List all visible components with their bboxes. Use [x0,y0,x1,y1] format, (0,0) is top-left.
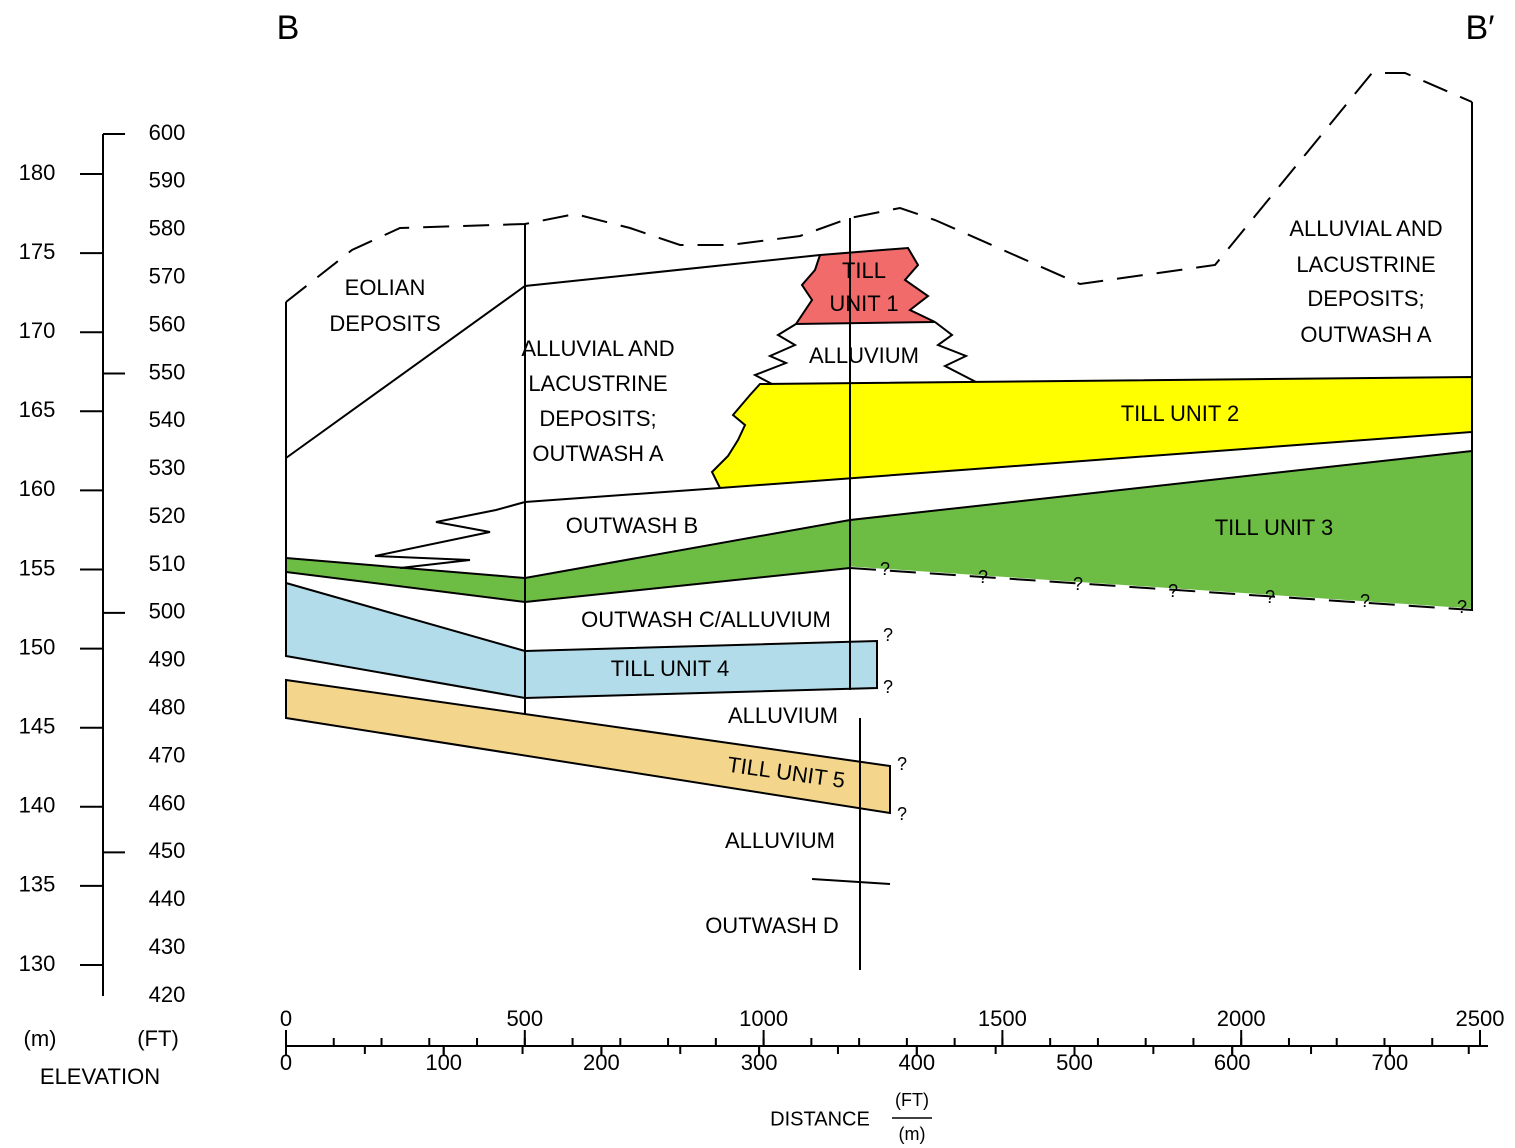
feet-tick-label: 580 [149,216,186,241]
distance-feet-label: 1500 [978,1006,1027,1031]
feet-tick-label: 420 [149,982,186,1007]
unit-label: DEPOSITS; [1307,286,1424,311]
elevation-title: ELEVATION [40,1064,160,1089]
query-mark: ? [1457,597,1467,617]
alluvium-right-contact [935,322,976,382]
distance-unit: (m) [899,1124,926,1144]
elevation-unit: (m) [24,1026,57,1051]
unit-label: DEPOSITS; [539,406,656,431]
meters-tick-label: 160 [19,476,56,501]
query-mark: ? [1265,587,1275,607]
unit-label: TILL UNIT 4 [611,656,730,681]
unit-label: LACUSTRINE [1296,252,1435,277]
meters-tick-label: 165 [19,397,56,422]
distance-unit: (FT) [895,1090,929,1110]
query-mark: ? [880,559,890,579]
meters-tick-label: 130 [19,951,56,976]
query-mark: ? [897,804,907,824]
section-end-right: B′ [1465,9,1494,47]
alluvium-left-contact [755,324,796,384]
unit-label: UNIT 1 [829,291,898,316]
feet-tick-label: 490 [149,647,186,672]
unit-label: ALLUVIUM [728,703,838,728]
query-mark: ? [883,677,893,697]
unit-label: EOLIAN [345,275,426,300]
distance-feet-label: 2500 [1456,1006,1505,1031]
feet-tick-label: 450 [149,838,186,863]
meters-tick-label: 150 [19,634,56,659]
meters-tick-label: 140 [19,793,56,818]
unit-label: LACUSTRINE [528,371,667,396]
feet-tick-label: 570 [149,263,186,288]
feet-tick-label: 540 [149,407,186,432]
query-mark: ? [897,754,907,774]
meters-tick-label: 145 [19,714,56,739]
query-mark: ? [978,567,988,587]
unit-label: OUTWASH B [566,513,698,538]
till-unit-5 [286,680,890,813]
feet-tick-label: 510 [149,551,186,576]
distance-feet-label: 0 [280,1006,292,1031]
unit-label: TILL UNIT 3 [1215,515,1334,540]
query-mark: ? [1073,574,1083,594]
feet-tick-label: 480 [149,694,186,719]
unit-label: OUTWASH A [1300,322,1432,347]
meters-tick-label: 135 [19,872,56,897]
elevation-unit: (FT) [137,1026,179,1051]
unit-label: TILL [842,258,886,283]
feet-tick-label: 520 [149,503,186,528]
feet-tick-label: 530 [149,455,186,480]
meters-tick-label: 170 [19,318,56,343]
feet-tick-label: 460 [149,790,186,815]
distance-feet-label: 2000 [1217,1006,1266,1031]
feet-tick-label: 440 [149,886,186,911]
query-mark: ? [883,625,893,645]
section-end-left: B [277,9,300,47]
distance-title: DISTANCE [770,1108,870,1130]
unit-label: ALLUVIUM [809,343,919,368]
distance-feet-label: 1000 [739,1006,788,1031]
outwash-b-top [525,488,720,502]
meters-tick-label: 180 [19,160,56,185]
unit-label: ALLUVIAL AND [1289,216,1442,241]
feet-tick-label: 600 [149,120,186,145]
feet-tick-label: 560 [149,311,186,336]
feet-tick-label: 470 [149,742,186,767]
outwash-b-tongue [375,502,525,568]
unit-label: ALLUVIAL AND [521,336,674,361]
unit-label: TILL UNIT 2 [1121,401,1240,426]
meters-tick-label: 155 [19,555,56,580]
unit-label: OUTWASH C/ALLUVIUM [581,607,831,632]
till-unit-4 [286,583,877,698]
distance-feet-label: 500 [506,1006,543,1031]
unit-label: OUTWASH A [532,441,664,466]
meters-tick-label: 175 [19,239,56,264]
outwash-d-top [812,879,890,884]
unit-label: OUTWASH D [705,913,839,938]
unit-label: DEPOSITS [329,311,440,336]
feet-tick-label: 500 [149,599,186,624]
query-mark: ? [1360,591,1370,611]
feet-tick-label: 430 [149,934,186,959]
feet-tick-label: 550 [149,359,186,384]
unit-label: ALLUVIUM [725,828,835,853]
cross-section: B B′ EOLIAN DEPOSITS ALLUVIAL AND LACUST… [0,0,1515,1148]
feet-tick-label: 590 [149,168,186,193]
query-mark: ? [1168,581,1178,601]
